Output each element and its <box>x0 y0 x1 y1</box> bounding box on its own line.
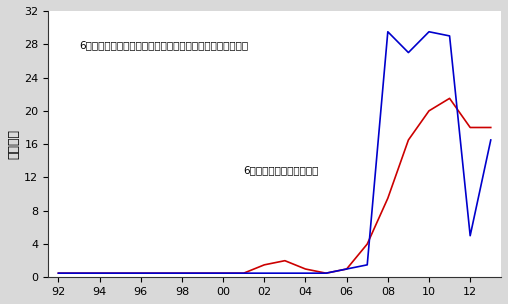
Y-axis label: 順位付け: 順位付け <box>7 129 20 159</box>
Text: 6つの仕様の順位付け平均: 6つの仕様の順位付け平均 <box>244 165 319 175</box>
Text: 6つの仕様の輸出の実測値と予測値の平均に基づく順位付け: 6つの仕様の輸出の実測値と予測値の平均に基づく順位付け <box>79 40 248 50</box>
